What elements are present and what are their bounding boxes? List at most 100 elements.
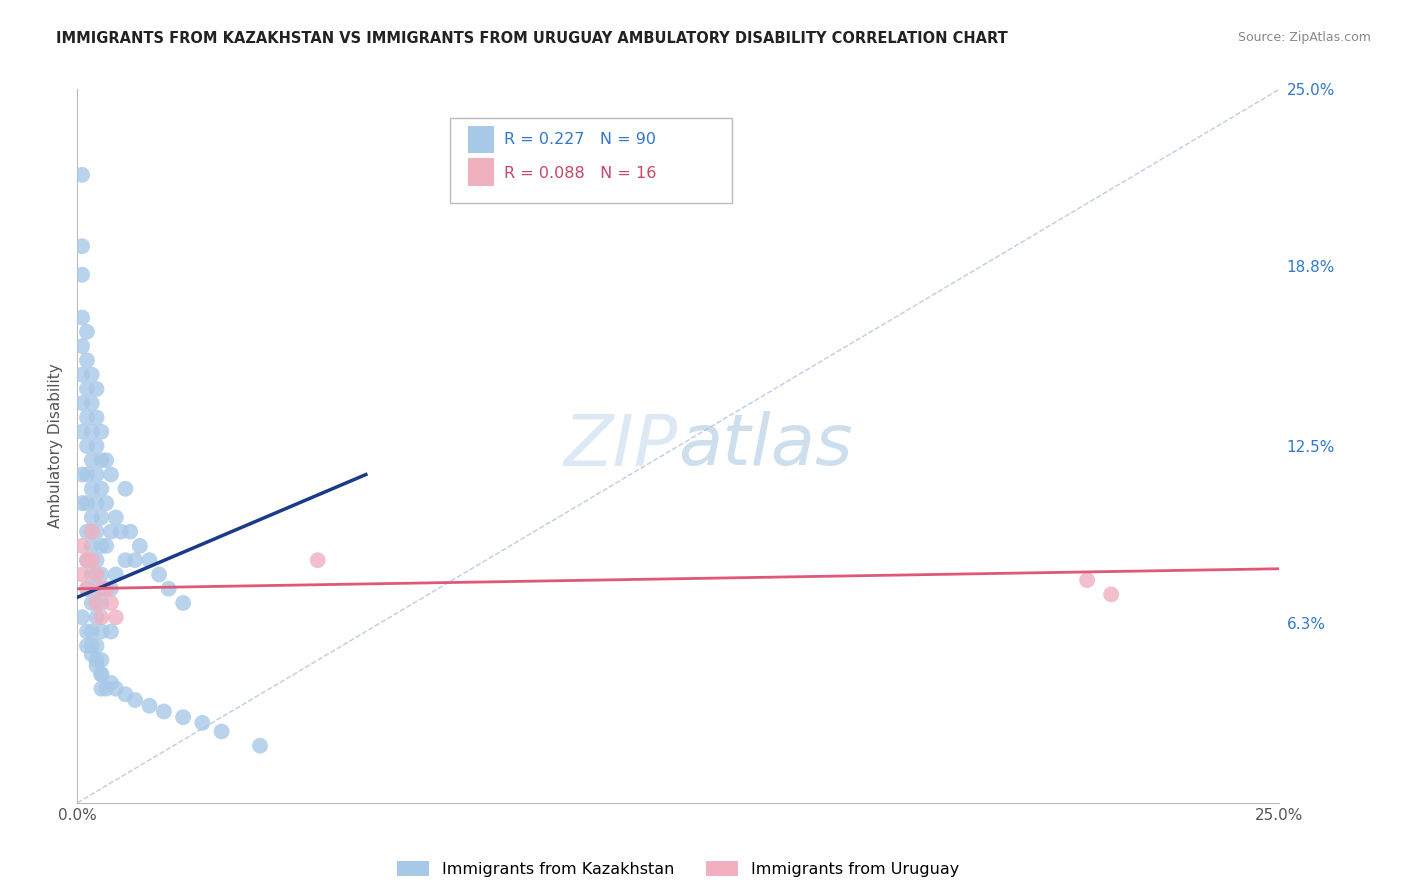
Point xyxy=(80,596,103,610)
FancyBboxPatch shape xyxy=(468,127,495,153)
Point xyxy=(80,368,103,382)
Point xyxy=(70,310,93,325)
Point xyxy=(86,567,108,582)
Point xyxy=(86,596,108,610)
Point xyxy=(90,624,112,639)
Point xyxy=(104,681,127,696)
Point xyxy=(138,698,160,713)
Point xyxy=(249,739,271,753)
Point xyxy=(80,510,103,524)
Text: IMMIGRANTS FROM KAZAKHSTAN VS IMMIGRANTS FROM URUGUAY AMBULATORY DISABILITY CORR: IMMIGRANTS FROM KAZAKHSTAN VS IMMIGRANTS… xyxy=(56,31,1008,46)
Point xyxy=(157,582,180,596)
Point xyxy=(96,582,118,596)
Point xyxy=(191,715,214,730)
Point xyxy=(153,705,176,719)
Point xyxy=(96,453,118,467)
Point xyxy=(120,524,142,539)
Point xyxy=(96,681,118,696)
Point xyxy=(70,339,93,353)
Point xyxy=(104,610,127,624)
Point xyxy=(96,496,118,510)
Point xyxy=(76,639,98,653)
Point xyxy=(80,396,103,410)
Point xyxy=(70,567,93,582)
Point xyxy=(104,567,127,582)
Point xyxy=(86,639,108,653)
Point xyxy=(114,687,136,701)
Point xyxy=(1099,587,1122,601)
Point xyxy=(70,539,93,553)
Point xyxy=(128,539,150,553)
Point xyxy=(70,268,93,282)
Point xyxy=(86,524,108,539)
Point xyxy=(90,667,112,681)
Point xyxy=(76,496,98,510)
Point xyxy=(80,639,103,653)
Point xyxy=(86,467,108,482)
Point xyxy=(86,439,108,453)
Text: R = 0.227   N = 90: R = 0.227 N = 90 xyxy=(505,132,657,147)
Point xyxy=(148,567,170,582)
Point xyxy=(76,467,98,482)
Point xyxy=(1076,573,1098,587)
Point xyxy=(86,553,108,567)
Legend: Immigrants from Kazakhstan, Immigrants from Uruguay: Immigrants from Kazakhstan, Immigrants f… xyxy=(398,862,959,877)
Point xyxy=(70,467,93,482)
Point xyxy=(100,596,122,610)
Point xyxy=(90,425,112,439)
Point xyxy=(90,539,112,553)
Point xyxy=(90,482,112,496)
Point xyxy=(307,553,329,567)
Point xyxy=(124,693,146,707)
Point xyxy=(76,582,98,596)
Point xyxy=(211,724,233,739)
Point xyxy=(90,596,112,610)
Point xyxy=(70,610,93,624)
Text: R = 0.088   N = 16: R = 0.088 N = 16 xyxy=(505,166,657,181)
Point xyxy=(86,658,108,673)
Point xyxy=(80,624,103,639)
Point xyxy=(90,653,112,667)
Point xyxy=(76,582,98,596)
Point xyxy=(86,582,108,596)
Point xyxy=(86,382,108,396)
Point xyxy=(80,539,103,553)
Point xyxy=(138,553,160,567)
Point xyxy=(70,368,93,382)
Point xyxy=(90,453,112,467)
Point xyxy=(104,510,127,524)
Point xyxy=(80,567,103,582)
Point xyxy=(80,553,103,567)
Point xyxy=(70,425,93,439)
Text: atlas: atlas xyxy=(679,411,853,481)
Point xyxy=(172,710,194,724)
Point xyxy=(100,467,122,482)
Point xyxy=(96,539,118,553)
Point xyxy=(80,524,103,539)
Point xyxy=(80,482,103,496)
Point xyxy=(86,496,108,510)
Point xyxy=(76,624,98,639)
Point xyxy=(90,667,112,681)
Point xyxy=(90,610,112,624)
Point xyxy=(76,382,98,396)
Point xyxy=(86,653,108,667)
Point xyxy=(100,624,122,639)
Point xyxy=(76,553,98,567)
Point xyxy=(76,524,98,539)
Point xyxy=(70,239,93,253)
Point xyxy=(90,567,112,582)
Point xyxy=(76,439,98,453)
Point xyxy=(100,524,122,539)
Point xyxy=(70,396,93,410)
Point xyxy=(76,553,98,567)
Point xyxy=(90,510,112,524)
Text: ZIP: ZIP xyxy=(564,411,679,481)
Point xyxy=(124,553,146,567)
Point xyxy=(100,582,122,596)
Point xyxy=(96,582,118,596)
Point xyxy=(86,410,108,425)
Point xyxy=(76,410,98,425)
Point xyxy=(70,496,93,510)
Point xyxy=(100,676,122,690)
